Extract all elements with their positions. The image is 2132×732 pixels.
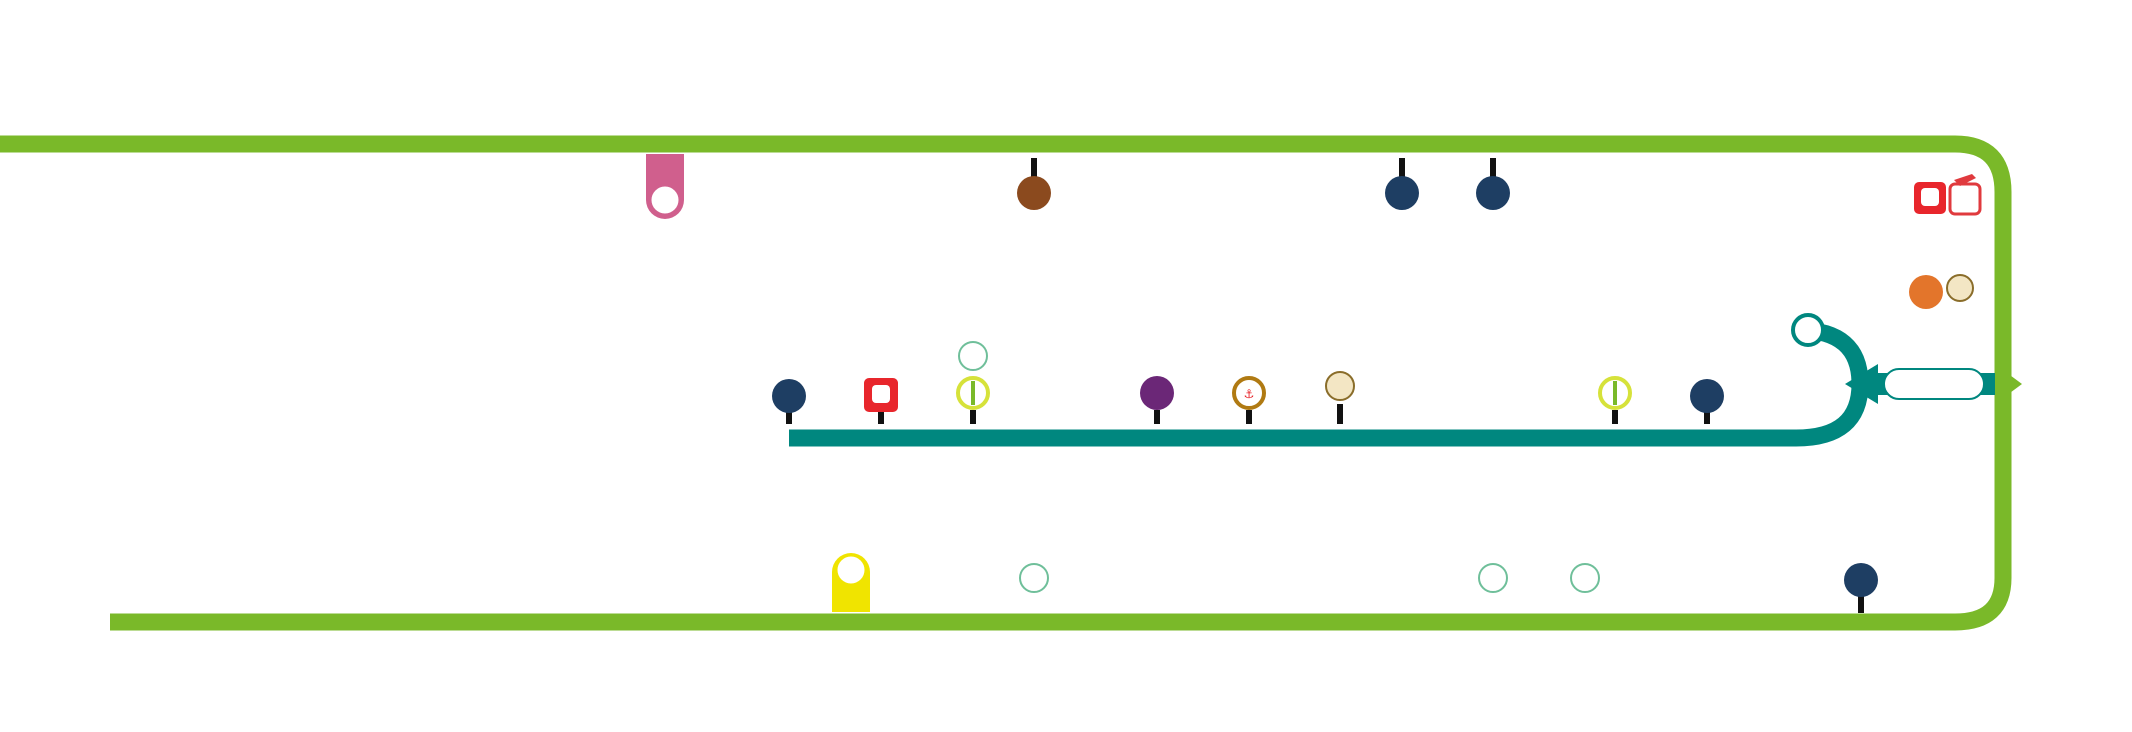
s2-connector <box>1704 410 1710 424</box>
station-W1[interactable] <box>1791 313 1825 347</box>
interchange-icons: ⚓ <box>772 158 1982 613</box>
s3-connector <box>1612 410 1618 424</box>
airplane-icon <box>1954 174 1976 186</box>
center-left-arrow <box>1845 364 1878 404</box>
n13-mrt-icon[interactable] <box>1017 176 1051 210</box>
e4-connector <box>1858 595 1864 613</box>
s10-future-emblem <box>958 341 988 371</box>
silom-curve-to-center <box>1795 383 1869 447</box>
center-right-arrow <box>1995 364 2022 404</box>
e8-future-emblem <box>1478 563 1508 593</box>
s12-connector <box>786 406 792 424</box>
station-circle <box>1791 313 1825 347</box>
s11-connector <box>878 410 884 424</box>
center-station-box[interactable] <box>1883 368 1985 400</box>
yellow-branch-circle <box>834 553 868 587</box>
right-track-curve-top <box>1954 135 2012 193</box>
n1-mrt-orange-icon[interactable] <box>1909 275 1943 309</box>
s8-mrt-purple-icon[interactable] <box>1140 376 1174 410</box>
e7-future-emblem <box>1570 563 1600 593</box>
s2-mrt-icon[interactable] <box>1690 379 1724 413</box>
pink-branch-PK16[interactable] <box>646 154 684 219</box>
n2-srt-train-body <box>1921 188 1939 206</box>
s12-mrt-icon[interactable] <box>772 379 806 413</box>
n9-connector <box>1399 158 1405 178</box>
n13-connector <box>1031 158 1037 178</box>
e4-mrt-icon[interactable] <box>1844 563 1878 597</box>
s6-connector <box>1337 404 1343 424</box>
right-track-curve-bottom <box>1954 577 2012 631</box>
center-interchange <box>1845 364 2022 404</box>
s7-connector <box>1246 410 1252 424</box>
pink-branch-circle <box>648 183 682 217</box>
s7-pier-icon[interactable] <box>1232 376 1266 410</box>
n2-airport-icon[interactable] <box>1948 182 1982 216</box>
n1-emblem-icon <box>1946 274 1974 302</box>
s6-emblem-icon <box>1325 371 1355 401</box>
n8-mrt-icon[interactable] <box>1476 176 1510 210</box>
s8-connector <box>1154 410 1160 424</box>
n8-connector <box>1490 158 1496 178</box>
e13-future-emblem <box>1019 563 1049 593</box>
n9-mrt-icon[interactable] <box>1385 176 1419 210</box>
yellow-branch-YL23[interactable] <box>832 553 870 612</box>
s7-pier-glyph: ⚓ <box>1244 387 1255 401</box>
s10-connector <box>970 410 976 424</box>
s11-srt-train-body <box>872 385 890 403</box>
